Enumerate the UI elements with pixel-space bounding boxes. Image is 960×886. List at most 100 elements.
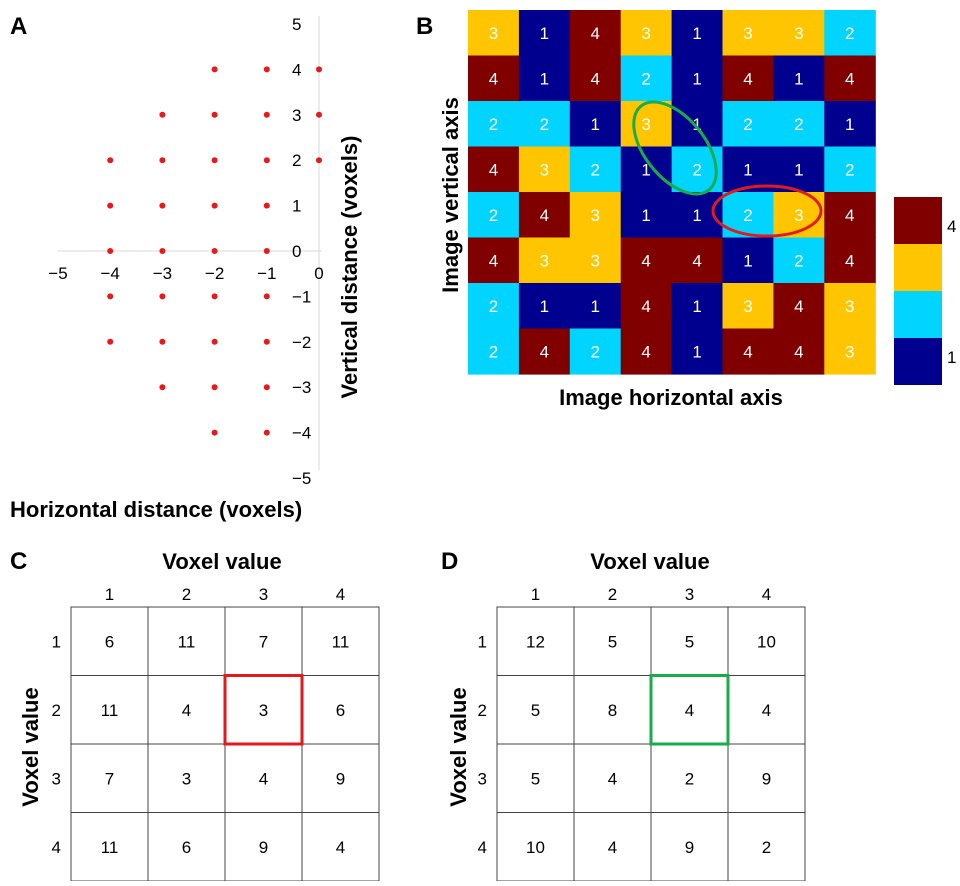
panel-b-cell	[671, 10, 724, 57]
panel-c-matrix-value: 11	[332, 632, 350, 651]
panel-d-row-label: 3	[478, 769, 487, 788]
panel-c-matrix-value: 3	[182, 769, 191, 788]
panel-a-x-tick: −4	[101, 264, 120, 283]
panel-b-cell	[518, 55, 571, 102]
panel-a-offset-point	[263, 157, 270, 164]
panel-a-offset-point	[107, 293, 114, 300]
panel-c-col-label: 2	[182, 585, 191, 604]
panel-a-offset-point	[159, 384, 166, 391]
panel-b-cell-value: 2	[489, 115, 498, 134]
panel-b-cell-value: 1	[591, 115, 600, 134]
panel-c-matrix-value: 11	[101, 838, 119, 857]
panel-d-matrix-value: 2	[762, 838, 771, 857]
panel-b-cell-value: 3	[845, 342, 854, 361]
panel-b-cell-value: 4	[489, 160, 498, 179]
panel-b-cell-value: 4	[845, 206, 854, 225]
panel-b-green-ellipse	[632, 100, 718, 196]
panel-a-offset-point	[107, 248, 114, 254]
colorbar-swatch-2	[894, 291, 942, 338]
colorbar-bottom-label: 1	[947, 348, 956, 367]
panel-b-cell	[824, 192, 876, 239]
panel-b-cell-value: 1	[794, 160, 803, 179]
panel-a-y-tick: −4	[292, 424, 311, 443]
panel-b-cell-value: 1	[641, 206, 650, 225]
panel-a-y-tick: 3	[292, 106, 301, 125]
panel-c-row-label: 3	[52, 769, 61, 788]
panel-b-cell-value: 3	[743, 297, 752, 316]
panel-a-offset-point	[316, 157, 322, 164]
panel-d-col-label: 3	[685, 585, 694, 604]
panel-a-offset-point	[211, 384, 218, 391]
panel-b-cell-value: 1	[692, 297, 701, 316]
panel-a-offset-points	[107, 66, 322, 436]
panel-b-cell-value: 2	[794, 115, 803, 134]
panel-d-matrix-value: 9	[762, 769, 771, 788]
panel-b-cell	[468, 101, 520, 148]
panel-d-matrix-value: 5	[608, 632, 617, 651]
panel-d-side-title: Voxel value	[446, 687, 471, 806]
panel-c-matrix-value: 9	[336, 769, 345, 788]
panel-b-cell-value: 4	[641, 342, 650, 361]
panel-c-side-title: Voxel value	[18, 687, 43, 806]
panel-b-cell	[518, 101, 571, 148]
panel-b-cell	[620, 328, 673, 375]
panel-a-y-tick: −1	[292, 287, 311, 306]
panel-b-cell	[722, 283, 774, 330]
panel-b-cell	[620, 237, 673, 284]
panel-a-offset-point	[263, 293, 270, 300]
panel-b-cell-value: 1	[540, 69, 549, 88]
panel-a-offset-point	[316, 66, 322, 73]
panel-c-matrix-value: 7	[105, 769, 114, 788]
panel-a-y-tick: −3	[292, 378, 311, 397]
panel-d-row-label: 1	[478, 632, 487, 651]
panel-b-cell	[620, 146, 673, 193]
panel-b-cell-value: 2	[743, 206, 752, 225]
panel-b-cell	[722, 101, 774, 148]
panel-b-cell-value: 2	[489, 297, 498, 316]
panel-a-x-tick-labels: −5 −4 −3 −2 −1 0	[48, 264, 323, 283]
panel-a-offset-point	[211, 157, 218, 164]
panel-c-matrix-value: 11	[101, 701, 119, 720]
panel-b-cell	[671, 237, 724, 284]
panel-b-cell-value: 3	[591, 251, 600, 270]
panel-d-col-label: 4	[762, 585, 771, 604]
panel-b-cell	[518, 237, 571, 284]
panel-b-cell-value: 1	[540, 297, 549, 316]
panel-a-offset-point	[159, 157, 166, 164]
panel-b-cell	[773, 146, 825, 193]
panel-a-offset-point	[159, 111, 166, 118]
panel-b-cell	[824, 101, 876, 148]
panel-a-offset-point	[159, 338, 166, 345]
panel-b-cell-value: 2	[743, 115, 752, 134]
panel-c-matrix-value: 7	[259, 632, 268, 651]
panel-b-cell-value: 3	[641, 24, 650, 43]
panel-d-matrix-value: 10	[526, 838, 545, 857]
panel-b-cell	[468, 237, 520, 284]
panel-a-y-tick: −2	[292, 333, 311, 352]
panel-b-cell	[671, 101, 724, 148]
panel-b-cell-value: 4	[845, 69, 854, 88]
panel-a-y-tick: 0	[292, 242, 301, 261]
panel-b-cell-value: 4	[489, 69, 498, 88]
panel-d-matrix-value: 8	[608, 701, 617, 720]
panel-b-cell	[620, 283, 673, 330]
panel-b-cell	[671, 283, 724, 330]
panel-a-x-tick: −1	[257, 264, 276, 283]
panel-c-matrix-value: 4	[336, 838, 345, 857]
colorbar-swatch-4	[894, 197, 942, 244]
panel-b-cell	[824, 55, 876, 102]
panel-a-y-tick: −5	[292, 469, 311, 488]
panel-b-cell	[518, 328, 571, 375]
panel-b-cell	[620, 101, 673, 148]
panel-b-cell-value: 2	[845, 160, 854, 179]
panel-d-col-label: 2	[608, 585, 617, 604]
panel-a-offset-point	[211, 66, 218, 73]
panel-b-cell-value: 1	[743, 251, 752, 270]
panel-b-cell-value: 3	[845, 297, 854, 316]
panel-b-cell-value: 2	[489, 206, 498, 225]
panel-a-offset-point	[159, 293, 166, 300]
panel-c-matrix-value: 6	[105, 632, 114, 651]
panel-b-cell	[824, 237, 876, 284]
panel-b-cell-value: 4	[591, 24, 600, 43]
